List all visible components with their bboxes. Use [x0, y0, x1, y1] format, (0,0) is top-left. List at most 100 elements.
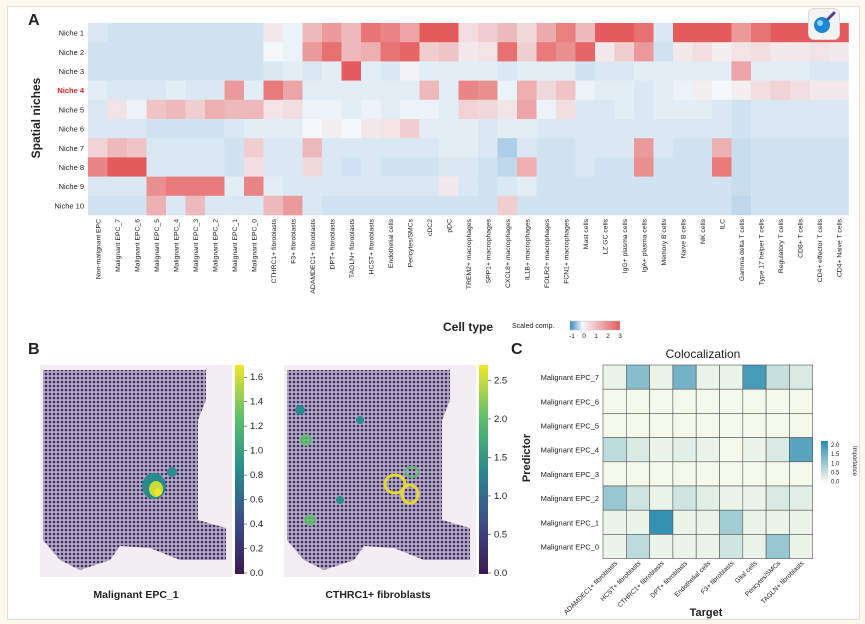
ring-right-1 — [383, 473, 407, 495]
heatmap-a-cell — [692, 61, 713, 81]
colorbar-tick-label: 1.2 — [250, 421, 263, 432]
heatmap-a-cell — [439, 99, 459, 120]
heatmap-a-cell — [673, 176, 693, 197]
colocalization-cell — [672, 461, 697, 487]
heatmap-a-cell — [829, 42, 849, 62]
colocalization-cell — [695, 413, 720, 438]
heatmap-a-cell — [575, 23, 596, 43]
heatmap-a-cell — [770, 119, 791, 139]
heatmap-a-column-label: IgA+ plasma cells — [641, 218, 648, 272]
heatmap-a-row-label: Niche 8 — [59, 163, 84, 172]
colocalization-cell — [789, 461, 814, 487]
heatmap-a-cell — [575, 119, 596, 139]
spot-right-3 — [304, 514, 316, 526]
heatmap-a-cell — [439, 61, 459, 81]
tissue-gap-right — [450, 376, 472, 404]
heatmap-a-cell — [146, 157, 167, 177]
colocalization-cell — [672, 364, 697, 390]
colocalization-cell — [765, 413, 790, 438]
heatmap-a-cell — [244, 176, 264, 197]
heatmap-a-cell — [653, 61, 674, 81]
heatmap-a-cell — [517, 42, 537, 62]
heatmap-a-cell — [458, 23, 479, 43]
heatmap-a-cell — [263, 23, 284, 43]
heatmap-a-cell — [400, 138, 420, 158]
colocalization-column-label: HCST+ fibroblasts — [599, 560, 642, 603]
colocalization-cell — [765, 534, 790, 559]
heatmap-a-cell — [595, 42, 615, 62]
heatmap-a-cell — [712, 157, 732, 177]
heatmap-a-cell — [478, 157, 498, 177]
heatmap-a-row-label: Niche 5 — [59, 105, 84, 114]
colorbar-tick-label: 0.5 — [494, 529, 507, 540]
heatmap-a-cell — [731, 195, 752, 216]
heatmap-a-cell — [809, 42, 830, 62]
colocalization-cell — [602, 364, 627, 390]
heatmap-a-cell — [731, 119, 752, 139]
heatmap-a-cell — [517, 99, 537, 120]
heatmap-a-cell — [88, 119, 108, 139]
heatmap-a-column-label: Malignant EPC_6 — [134, 219, 141, 272]
heatmap-a-column-label: CD8+ T cells — [797, 218, 804, 257]
heatmap-a-cell — [439, 176, 459, 197]
heatmap-a-cell — [497, 42, 518, 62]
heatmap-a-cell — [205, 99, 225, 120]
heatmap-a-cell — [692, 23, 713, 43]
heatmap-a-cell — [400, 42, 420, 62]
colorbar-tick-label: 0.6 — [250, 495, 263, 506]
heatmap-a-cell — [614, 195, 635, 216]
heatmap-a-cell — [653, 157, 674, 177]
heatmap-a-column-labels: Non-malignant EPC Malignant EPC_7 Malignan… — [95, 218, 843, 293]
heatmap-a-cell — [283, 42, 303, 62]
heatmap-a-cell — [790, 80, 810, 101]
heatmap-a-cell — [341, 99, 362, 120]
heatmap-a-cell — [224, 80, 245, 101]
heatmap-a-cell — [809, 61, 830, 81]
heatmap-a-cell — [614, 119, 635, 139]
heatmap-a-cell — [322, 195, 342, 216]
colocalization-cell — [602, 461, 627, 487]
heatmap-a-cell — [302, 195, 323, 216]
heatmap-a-cell — [575, 195, 596, 216]
colocalization-cell — [602, 388, 627, 414]
heatmap-a-cell — [380, 42, 401, 62]
heatmap-a-cell — [263, 176, 284, 197]
heatmap-a-row-label: Niche 1 — [59, 29, 84, 38]
heatmap-a-cell — [322, 80, 342, 101]
heatmap-a-cell — [283, 80, 303, 101]
heatmap-a-cell — [497, 138, 518, 158]
heatmap-a-cell — [751, 80, 771, 101]
heatmap-a-cell — [419, 80, 440, 101]
heatmap-a-column-label: CXCL8+ macrophages — [505, 218, 512, 288]
heatmap-a-cell — [751, 138, 771, 158]
heatmap-a-cell — [614, 157, 635, 177]
heatmap-a-cell — [770, 23, 791, 43]
heatmap-a-cell — [790, 157, 810, 177]
heatmap-a-cell — [244, 99, 264, 120]
heatmap-a-cell — [166, 23, 186, 43]
heatmap-a-cell — [185, 42, 206, 62]
heatmap-a-cell — [809, 157, 830, 177]
heatmap-a-cell — [517, 176, 537, 197]
heatmap-a-cell — [205, 23, 225, 43]
colocalization-cell — [602, 437, 627, 463]
heatmap-a-cell — [692, 157, 713, 177]
heatmap-a-colorbar-tick: 2 — [606, 333, 610, 340]
colocalization-cell — [602, 413, 627, 438]
heatmap-a-cell — [107, 61, 128, 81]
heatmap-a-cell — [497, 176, 518, 197]
heatmap-a-cell — [712, 195, 732, 216]
heatmap-a-cell — [751, 61, 771, 81]
heatmap-a-cell — [341, 80, 362, 101]
heatmap-a-cell — [185, 157, 206, 177]
heatmap-a-cell — [673, 99, 693, 120]
heatmap-a-cell — [517, 138, 537, 158]
heatmap-a-cell — [302, 157, 323, 177]
zoom-button[interactable] — [808, 8, 840, 40]
heatmap-a-cell — [361, 23, 381, 43]
heatmap-a-cell — [146, 42, 167, 62]
heatmap-a-cell — [731, 157, 752, 177]
heatmap-a-cell — [595, 99, 615, 120]
heatmap-a-cell — [380, 195, 401, 216]
tissue-overlay-left — [43, 370, 226, 570]
